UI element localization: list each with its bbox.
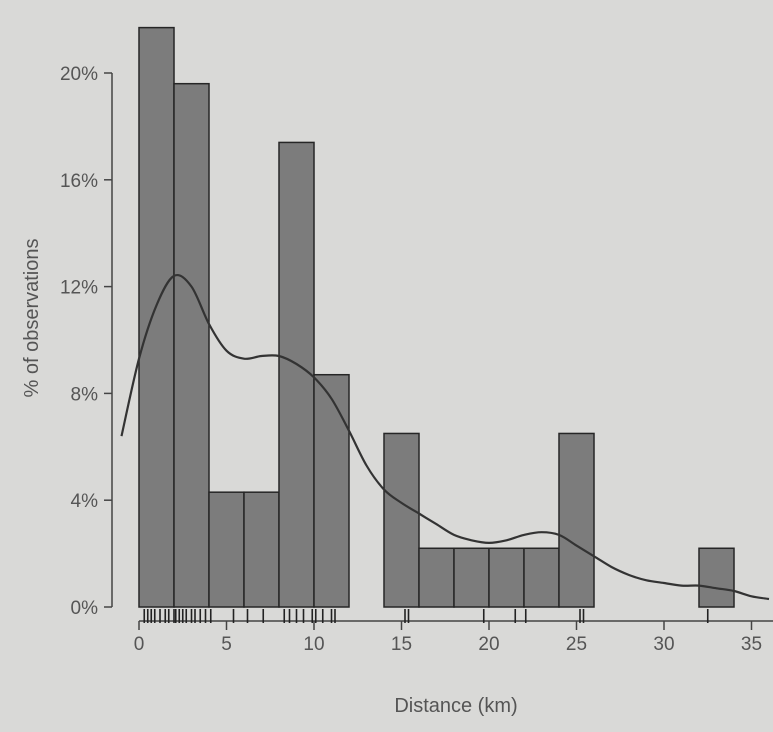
y-tick-label: 12% [60, 278, 98, 299]
density-curve [120, 274, 770, 601]
y-tick-label: 4% [71, 491, 99, 512]
histogram-bar [418, 547, 455, 608]
histogram-bar [383, 432, 420, 608]
x-tick-label: 0 [134, 634, 145, 655]
x-tick-label: 15 [391, 634, 412, 655]
x-tick-label: 10 [303, 634, 324, 655]
histogram-bar [278, 141, 315, 608]
y-tick-label: 16% [60, 171, 98, 192]
histogram-bar [313, 373, 350, 608]
histogram-bar [558, 432, 595, 608]
y-tick-label: 8% [71, 384, 99, 405]
histogram-bar [243, 491, 280, 608]
histogram-bar [208, 491, 245, 608]
histogram-bar [173, 82, 210, 608]
x-tick-label: 20 [478, 634, 499, 655]
y-tick-label: 0% [71, 598, 99, 619]
y-tick-label: 20% [60, 64, 98, 85]
x-tick-label: 25 [566, 634, 587, 655]
x-tick-label: 35 [741, 634, 762, 655]
x-tick-label: 30 [653, 634, 674, 655]
histogram-bar [698, 547, 735, 608]
x-tick-label: 5 [221, 634, 232, 655]
x-axis-title: Distance (km) [394, 695, 517, 717]
histogram-bar [138, 26, 175, 608]
histogram-bar [523, 547, 560, 608]
histogram-bar [453, 547, 490, 608]
histogram-bar [488, 547, 525, 608]
y-axis-title: % of observations [21, 239, 43, 398]
